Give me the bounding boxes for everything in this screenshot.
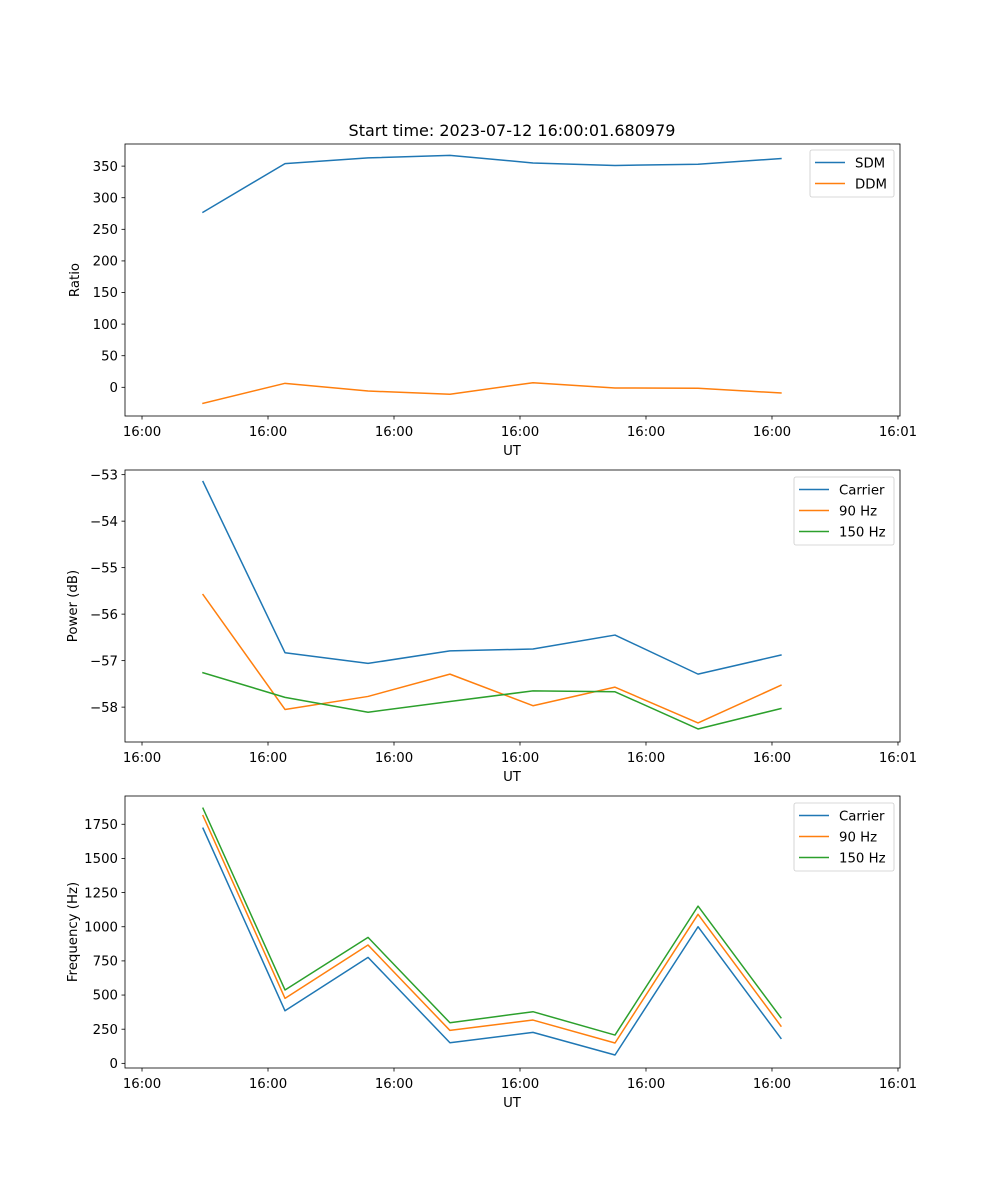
y-tick-label: 0: [110, 381, 118, 396]
x-axis-label: UT: [503, 1096, 522, 1111]
x-tick-label: 16:00: [501, 425, 539, 440]
x-tick-label: 16:00: [627, 1077, 665, 1092]
y-tick-label: 1750: [84, 818, 118, 833]
y-tick-label: 750: [93, 955, 118, 970]
x-tick-label: 16:00: [627, 751, 665, 766]
y-tick-label: 1250: [84, 886, 118, 901]
y-tick-label: 300: [93, 191, 118, 206]
x-tick-label: 16:00: [123, 1077, 161, 1092]
legend-label: 90 Hz: [839, 504, 877, 519]
legend-label: 90 Hz: [839, 830, 877, 845]
y-axis-label: Ratio: [68, 263, 83, 297]
y-tick-label: 1000: [84, 920, 118, 935]
series-line-90-hz: [201, 814, 782, 1044]
y-tick-label: 200: [93, 255, 118, 270]
x-tick-label: 16:00: [501, 751, 539, 766]
series-line-carrier: [201, 480, 782, 675]
x-tick-label: 16:00: [249, 425, 287, 440]
y-tick-label: 1500: [84, 852, 118, 867]
x-tick-label: 16:01: [879, 425, 917, 440]
legend-label: Carrier: [839, 483, 885, 498]
x-tick-label: 16:01: [879, 751, 917, 766]
x-tick-label: 16:00: [123, 425, 161, 440]
y-tick-label: 250: [93, 1023, 118, 1038]
series-line-sdm: [201, 154, 782, 214]
x-tick-label: 16:00: [249, 1077, 287, 1092]
x-tick-label: 16:00: [753, 751, 791, 766]
legend-label: Carrier: [839, 809, 885, 824]
y-tick-label: 150: [93, 286, 118, 301]
legend-label: SDM: [855, 156, 885, 171]
y-tick-label: −58: [90, 701, 118, 716]
x-axis-label: UT: [503, 770, 522, 785]
x-tick-label: 16:00: [375, 751, 413, 766]
y-tick-label: 500: [93, 989, 118, 1004]
series-line-carrier: [201, 827, 782, 1056]
y-tick-label: 0: [110, 1057, 118, 1072]
legend-label: 150 Hz: [839, 851, 886, 866]
y-tick-label: −57: [90, 654, 118, 669]
y-tick-label: 250: [93, 223, 118, 238]
x-tick-label: 16:00: [375, 425, 413, 440]
y-tick-label: −53: [90, 468, 118, 483]
series-line-ddm: [202, 381, 782, 405]
x-axis-label: UT: [503, 444, 522, 459]
series-line-150-hz: [202, 671, 782, 730]
legend-box: [793, 476, 895, 546]
x-tick-label: 16:00: [753, 425, 791, 440]
y-tick-label: −56: [90, 608, 118, 623]
y-tick-label: −55: [90, 561, 118, 576]
axes-frame: [124, 469, 901, 743]
y-axis-label: Power (dB): [66, 570, 81, 642]
legend-label: DDM: [855, 177, 887, 192]
y-tick-label: 350: [93, 160, 118, 175]
axes-frame: [124, 795, 901, 1069]
x-tick-label: 16:00: [249, 751, 287, 766]
figure-title: Start time: 2023-07-12 16:00:01.680979: [349, 121, 676, 140]
x-tick-label: 16:01: [879, 1077, 917, 1092]
series-line-150-hz: [201, 807, 782, 1036]
legend-label: 150 Hz: [839, 525, 886, 540]
x-tick-label: 16:00: [123, 751, 161, 766]
x-tick-label: 16:00: [501, 1077, 539, 1092]
y-tick-label: 50: [101, 349, 118, 364]
y-tick-label: −54: [90, 515, 118, 530]
axes-frame: [124, 143, 901, 417]
y-tick-label: 100: [93, 318, 118, 333]
x-tick-label: 16:00: [375, 1077, 413, 1092]
legend-box: [793, 802, 895, 872]
x-tick-label: 16:00: [627, 425, 665, 440]
series-line-90-hz: [201, 593, 782, 724]
x-tick-label: 16:00: [753, 1077, 791, 1092]
y-axis-label: Frequency (Hz): [66, 882, 81, 982]
